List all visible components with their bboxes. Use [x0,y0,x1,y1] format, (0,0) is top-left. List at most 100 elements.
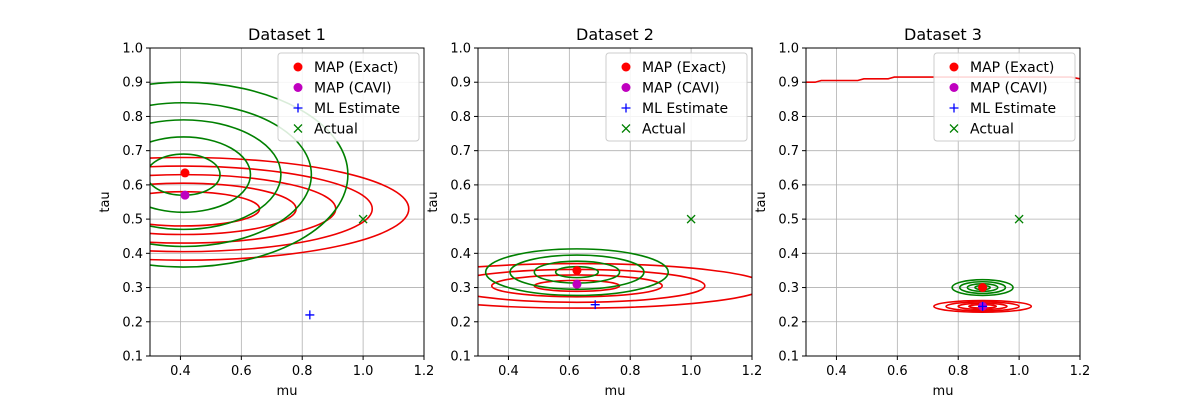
legend-label-map-exact: MAP (Exact) [314,60,398,76]
cavi-posterior-contour [150,136,252,214]
y-tick-label: 0.4 [778,247,799,262]
y-tick-label: 1.0 [450,42,471,57]
chart-title: Dataset 2 [576,25,654,44]
actual-marker [1014,214,1024,224]
x-axis-label: mu [933,384,954,399]
legend-ml-estimate-marker [621,103,631,113]
x-tick-label: 1.2 [414,364,435,379]
panel-dataset-1: 0.4 0.6 0.8 1.0 1.2 0.1 0.2 0.3 0.4 0.5 0.6 0.7 0.8 0… [98,25,435,399]
x-tick-label: 0.4 [826,364,847,379]
y-tick-label: 0.5 [778,213,799,228]
y-tick-label: 0.7 [450,144,471,159]
x-tick-label: 0.4 [170,364,191,379]
y-tick-label: 0.9 [778,76,799,91]
cavi-posterior-contour [951,278,1014,297]
y-tick-label: 0.6 [450,178,471,193]
chart-title: Dataset 3 [904,25,982,44]
legend-ml-estimate-marker [293,103,303,113]
exact-posterior-contour [478,262,752,309]
legend-label-map-cavi: MAP (CAVI) [314,81,392,97]
x-tick-label: 0.6 [887,364,908,379]
map-cavi-marker [180,190,190,200]
x-tick-label: 0.4 [498,364,519,379]
y-tick-label: 0.4 [122,247,143,262]
y-tick-label: 0.9 [450,76,471,91]
actual-marker [686,214,696,224]
y-axis-label: tau [754,191,769,212]
y-tick-label: 0.1 [122,350,143,365]
y-tick-label: 0.8 [450,110,471,125]
y-tick-label: 0.3 [778,281,799,296]
x-tick-label: 1.0 [353,364,374,379]
legend-map-cavi-marker [621,83,631,92]
x-tick-label: 1.2 [742,364,763,379]
y-tick-label: 0.6 [778,178,799,193]
y-tick-label: 0.8 [122,110,143,125]
cavi-posterior-contour [484,248,670,297]
x-tick-label: 0.6 [559,364,580,379]
legend-actual-marker [621,124,631,133]
legend-label-actual: Actual [314,122,358,138]
y-tick-label: 0.3 [450,281,471,296]
y-axis-label: tau [426,191,441,212]
legend-label-map-cavi: MAP (CAVI) [642,81,720,97]
axes-frame [805,47,1081,357]
legend-label-ml-estimate: ML Estimate [970,101,1056,117]
y-tick-label: 1.0 [122,42,143,57]
legend-actual-marker [949,124,959,133]
chart-title: Dataset 1 [248,25,326,44]
y-axis-label: tau [98,191,113,212]
cavi-posterior-contour [150,81,349,268]
y-tick-label: 1.0 [778,42,799,57]
exact-posterior-contour [150,165,373,253]
legend-label-actual: Actual [970,122,1014,138]
legend-map-exact-marker [293,62,303,72]
exact-posterior-contour [933,299,1033,313]
y-tick-label: 0.2 [778,315,799,330]
x-axis-label: mu [277,384,298,399]
x-tick-label: 0.8 [948,364,969,379]
y-tick-label: 0.4 [450,247,471,262]
ml-estimate-marker [305,310,315,320]
y-tick-label: 0.6 [122,178,143,193]
x-tick-label: 1.0 [681,364,702,379]
x-axis-label: mu [605,384,626,399]
map-exact-marker [180,168,190,178]
y-tick-label: 0.5 [450,213,471,228]
ml-estimate-marker [978,301,988,311]
cavi-posterior-contour [150,119,282,231]
legend-map-cavi-marker [949,83,959,92]
cavi-posterior-contour [150,101,313,248]
x-tick-label: 0.8 [292,364,313,379]
legend: MAP (Exact) MAP (CAVI) ML Estimate Actual [277,52,420,142]
legend-label-ml-estimate: ML Estimate [314,101,400,117]
legend-label-map-cavi: MAP (CAVI) [970,81,1048,97]
y-tick-label: 0.7 [122,144,143,159]
y-tick-label: 0.9 [122,76,143,91]
panel-dataset-2: 0.4 0.6 0.8 1.0 1.2 0.1 0.2 0.3 0.4 0.5 0.6 0.7 0.8 0… [426,25,763,399]
axes-frame [149,47,425,357]
legend-map-exact-marker [949,62,959,72]
actual-marker [358,214,368,224]
y-tick-label: 0.2 [450,315,471,330]
legend-label-map-exact: MAP (Exact) [642,60,726,76]
cavi-posterior-contour [509,254,645,291]
map-cavi-marker [572,279,582,289]
y-tick-label: 0.5 [122,213,143,228]
legend-map-exact-marker [621,62,631,72]
cavi-posterior-contour [958,280,1007,295]
x-tick-label: 1.0 [1009,364,1030,379]
legend-box [933,52,1076,142]
axes-frame [477,47,753,357]
map-exact-marker [978,283,988,293]
x-tick-label: 1.2 [1070,364,1091,379]
legend: MAP (Exact) MAP (CAVI) ML Estimate Actual [933,52,1076,142]
legend-label-actual: Actual [642,122,686,138]
legend-label-map-exact: MAP (Exact) [970,60,1054,76]
y-tick-label: 0.1 [778,350,799,365]
x-tick-label: 0.6 [231,364,252,379]
y-tick-label: 0.3 [122,281,143,296]
y-tick-label: 0.2 [122,315,143,330]
legend-ml-estimate-marker [949,103,959,113]
